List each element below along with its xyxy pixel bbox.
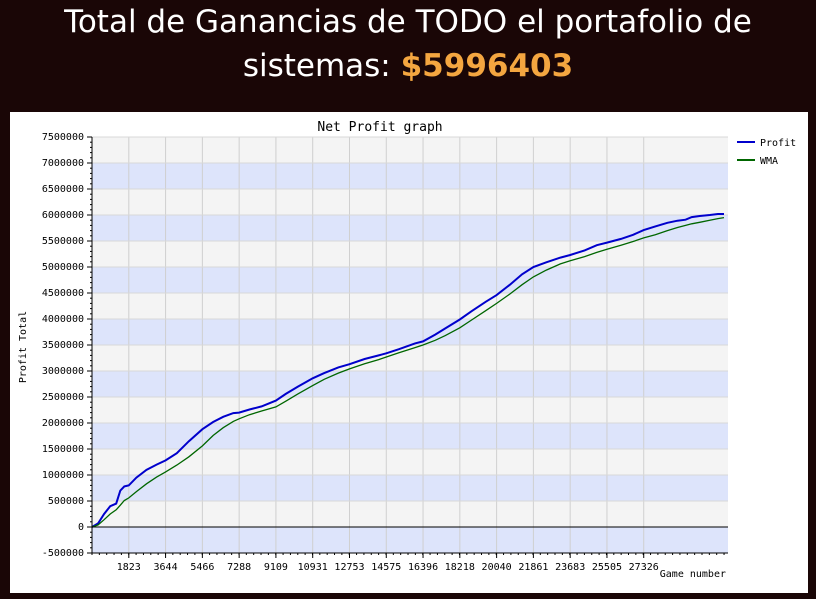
x-tick-label: 20040 <box>482 562 512 573</box>
x-tick-label: 16396 <box>408 562 438 573</box>
x-tick-label: 23683 <box>555 562 585 573</box>
y-tick-label: 0 <box>78 522 84 533</box>
y-tick-label: 1500000 <box>42 444 84 455</box>
x-tick-label: 14575 <box>371 562 401 573</box>
headline: Total de Ganancias de TODO el portafolio… <box>0 0 816 110</box>
plot-band <box>92 371 728 397</box>
plot-band <box>92 241 728 267</box>
plot-band <box>92 189 728 215</box>
plot-band <box>92 215 728 241</box>
net-profit-chart: Net Profit graph Profit Total Game numbe… <box>18 120 796 580</box>
chart-title: Net Profit graph <box>317 120 442 135</box>
y-tick-label: 1000000 <box>42 470 84 481</box>
y-tick-label: 2000000 <box>42 418 84 429</box>
plot-band <box>92 423 728 449</box>
y-tick-label: 7000000 <box>42 158 84 169</box>
y-tick-label: 4000000 <box>42 314 84 325</box>
x-tick-label: 7288 <box>227 562 251 573</box>
headline-prefix: sistemas: <box>242 48 401 84</box>
x-tick-label: 25505 <box>592 562 622 573</box>
plot-band <box>92 163 728 189</box>
x-tick-label: 18218 <box>445 562 475 573</box>
y-tick-label: 7500000 <box>42 132 84 143</box>
legend-label-profit: Profit <box>760 138 796 149</box>
y-tick-label: 3500000 <box>42 340 84 351</box>
plot-band <box>92 293 728 319</box>
y-tick-label: 6500000 <box>42 184 84 195</box>
x-tick-label: 21861 <box>518 562 548 573</box>
y-tick-label: -500000 <box>42 548 84 559</box>
x-tick-label: 5466 <box>190 562 214 573</box>
plot-band <box>92 475 728 501</box>
y-tick-label: 5000000 <box>42 262 84 273</box>
x-tick-label: 9109 <box>264 562 288 573</box>
x-tick-label: 3644 <box>154 562 178 573</box>
plot-band <box>92 137 728 163</box>
plot-band <box>92 449 728 475</box>
headline-line-1: Total de Ganancias de TODO el portafolio… <box>64 4 752 40</box>
legend-label-wma: WMA <box>760 156 778 167</box>
x-axis-label: Game number <box>660 569 726 580</box>
plot-band <box>92 397 728 423</box>
plot-band <box>92 527 728 553</box>
y-tick-label: 4500000 <box>42 288 84 299</box>
total-amount: $5996403 <box>400 48 574 84</box>
x-tick-label: 27326 <box>629 562 659 573</box>
headline-line-2: sistemas: $5996403 <box>243 48 573 84</box>
y-tick-label: 500000 <box>48 496 84 507</box>
x-tick-label: 10931 <box>298 562 328 573</box>
y-tick-label: 3000000 <box>42 366 84 377</box>
chart-panel: Net Profit graph Profit Total Game numbe… <box>10 112 808 593</box>
plot-band <box>92 319 728 345</box>
y-tick-label: 5500000 <box>42 236 84 247</box>
x-tick-label: 12753 <box>334 562 364 573</box>
plot-band <box>92 501 728 527</box>
series-line-profit <box>91 213 724 528</box>
y-axis-label: Profit Total <box>18 311 29 383</box>
plot-band <box>92 267 728 293</box>
series-line-wma <box>91 216 725 528</box>
y-tick-label: 2500000 <box>42 392 84 403</box>
x-tick-label: 1823 <box>117 562 141 573</box>
y-tick-label: 6000000 <box>42 210 84 221</box>
